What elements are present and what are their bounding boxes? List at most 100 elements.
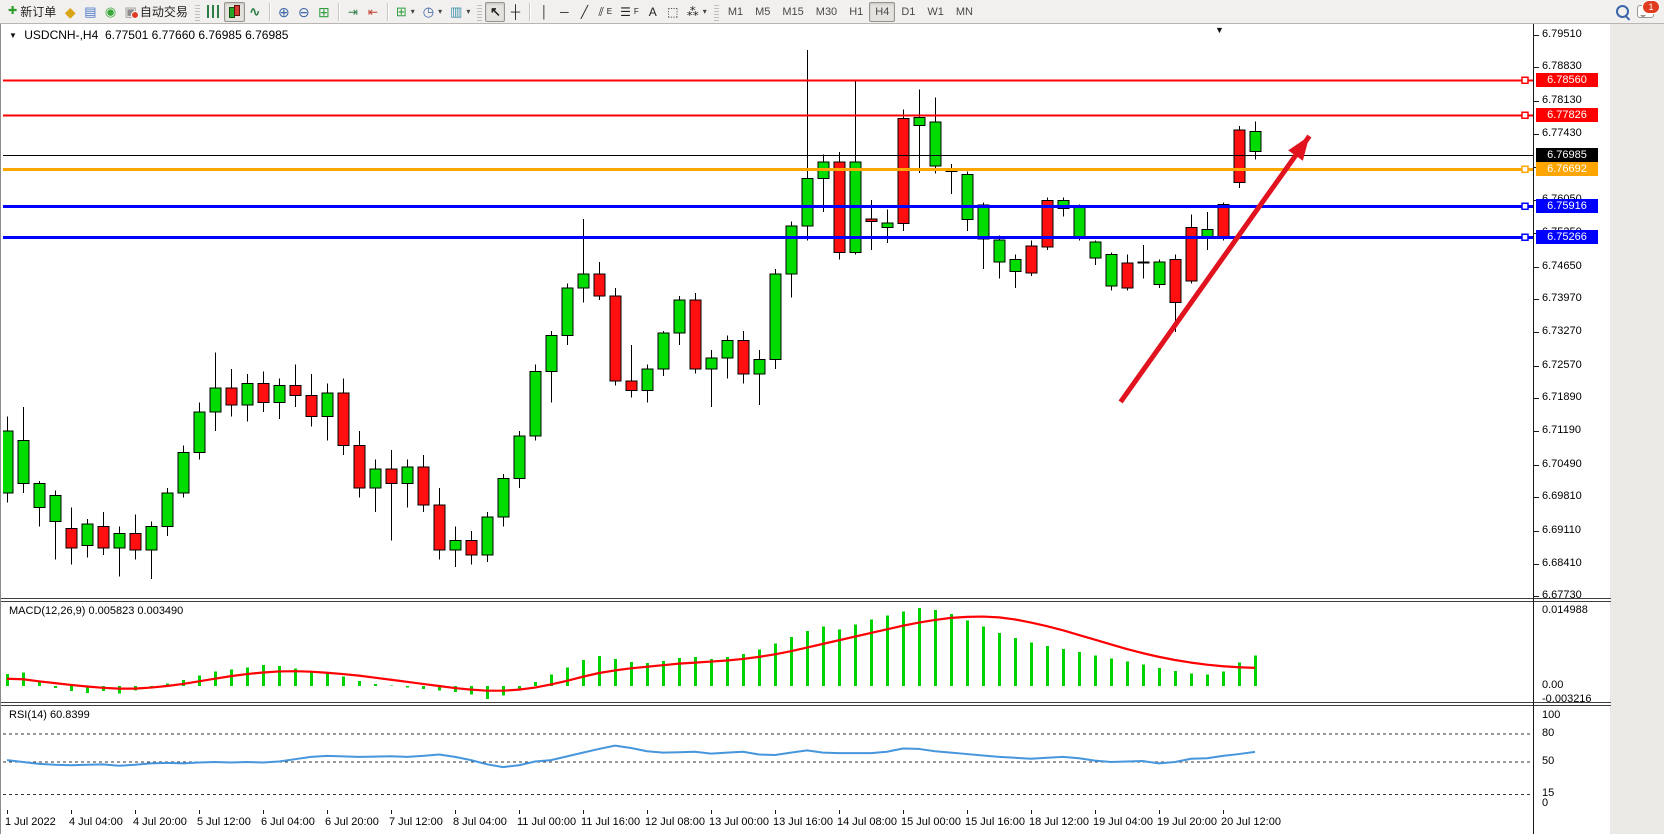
price-tick-label: 6.69810 — [1542, 490, 1582, 503]
vertical-line-button[interactable]: │ — [534, 2, 554, 22]
time-tick-label: 19 Jul 20:00 — [1157, 816, 1217, 828]
autotrading-button[interactable]: ▣ 自动交易 — [121, 2, 192, 22]
bull-candle — [961, 174, 974, 220]
line-end-marker — [1521, 111, 1529, 120]
channel-button[interactable]: ⫽ E — [598, 4, 613, 19]
time-tick-label: 1 Jul 2022 — [5, 816, 56, 828]
timeframe-D1[interactable]: D1 — [901, 5, 916, 18]
fibonacci-button[interactable]: ☰ F — [620, 4, 639, 19]
bull-candle — [273, 385, 286, 403]
cursor-button[interactable]: ↖ — [485, 1, 506, 22]
bear-candle — [417, 466, 430, 506]
price-level-badge: 6.76692 — [1536, 162, 1598, 177]
signals-button[interactable]: ◉ — [101, 2, 121, 22]
macd-scale-label: 0.014988 — [1542, 604, 1588, 616]
bull-candle — [769, 273, 782, 361]
price-tick-mark — [1534, 497, 1539, 499]
rsi-panel[interactable] — [3, 706, 1533, 810]
price-tick-mark — [1534, 332, 1539, 334]
search-icon[interactable] — [1616, 5, 1629, 18]
price-tick-mark — [1534, 431, 1539, 433]
timeframe-H4[interactable]: H4 — [869, 1, 896, 22]
period-button[interactable]: ◷ ▾ — [419, 2, 446, 22]
bar-chart-icon — [206, 5, 220, 18]
zoom-in-button[interactable]: ⊕ — [274, 2, 294, 22]
bull-candle — [913, 116, 926, 127]
chart-window-button[interactable]: ▤ — [80, 2, 100, 22]
timeframe-M15[interactable]: M15 — [782, 5, 804, 18]
zoom-out-button[interactable]: ⊖ — [294, 2, 314, 22]
price-level-badge: 6.76985 — [1536, 148, 1598, 163]
new-order-button[interactable]: ✚ 新订单 — [4, 2, 60, 22]
timeframe-M5[interactable]: M5 — [755, 5, 771, 18]
bull-candle — [81, 523, 94, 546]
bear-candle — [737, 339, 750, 375]
time-tick-mark — [1223, 810, 1224, 814]
chart-shift-marker-icon[interactable]: ▼ — [1215, 25, 1224, 35]
price-tick-label: 6.77430 — [1542, 127, 1582, 140]
price-axis[interactable]: 6.795106.788306.781306.774306.767506.760… — [1533, 24, 1612, 834]
time-tick-mark — [967, 810, 968, 814]
price-tick-label: 6.71190 — [1542, 424, 1581, 437]
candlestick-chart-button[interactable] — [223, 1, 245, 22]
arrows-button[interactable]: ⁂ ▾ — [683, 2, 711, 22]
line-chart-button[interactable]: ∿ — [245, 2, 265, 22]
time-tick-label: 20 Jul 12:00 — [1221, 816, 1281, 828]
chat-icon[interactable]: 1 — [1637, 0, 1660, 18]
crosshair-icon: ┼ — [510, 4, 521, 19]
trendline-button[interactable]: ╱ — [574, 2, 594, 22]
price-chart[interactable] — [3, 24, 1533, 598]
vertical-line-icon: │ — [540, 4, 549, 19]
new-chart-button[interactable]: ⊞ ▾ — [392, 2, 419, 22]
bull-candle — [929, 121, 942, 167]
price-tick-label: 6.78130 — [1542, 93, 1582, 106]
macd-panel[interactable] — [3, 602, 1533, 702]
auto-scroll-button[interactable]: ⇥ — [343, 2, 363, 22]
timeframe-W1[interactable]: W1 — [927, 5, 944, 18]
bull-candle — [705, 357, 718, 370]
text-label-button[interactable]: ⬚ — [663, 2, 683, 22]
time-tick-mark — [263, 810, 264, 814]
price-tick-label: 6.69110 — [1542, 523, 1581, 536]
chart-shift-button[interactable]: ⇤ — [363, 2, 383, 22]
price-tick-mark — [1534, 365, 1539, 367]
panel-divider[interactable] — [1, 598, 1611, 602]
timeframe-M1[interactable]: M1 — [727, 5, 744, 18]
toolbar-right: 1 — [1616, 0, 1660, 18]
bull-candle — [561, 287, 574, 337]
gold-button[interactable]: ◆ — [60, 2, 80, 22]
macd-scale-label: 0.00 — [1542, 679, 1564, 691]
time-tick-mark — [1095, 810, 1096, 814]
bear-candle — [65, 528, 78, 549]
time-tick-label: 11 Jul 00:00 — [517, 816, 577, 828]
new-chart-icon: ⊞ — [395, 4, 407, 19]
bar-chart-button[interactable] — [203, 2, 224, 22]
horizontal-line-button[interactable]: ─ — [554, 2, 574, 22]
indicators-button[interactable]: ▥ ▾ — [446, 2, 474, 22]
timeframe-H1[interactable]: H1 — [849, 5, 864, 18]
bear-candle — [609, 295, 622, 382]
time-tick-mark — [711, 810, 712, 814]
arrows-icon: ⁂ — [686, 4, 699, 19]
bear-candle — [593, 273, 606, 297]
zoom-out-icon: ⊖ — [297, 3, 310, 20]
time-axis[interactable]: 1 Jul 2022 4 Jul 04:00 4 Jul 20:00 5 Jul 12… — [3, 810, 1533, 834]
time-tick-mark — [135, 810, 136, 814]
bull-candle — [33, 482, 46, 508]
indicators-icon: ▥ — [450, 4, 463, 19]
text-button[interactable]: A — [643, 2, 663, 22]
bull-candle — [1073, 206, 1086, 238]
tile-windows-button[interactable]: ⊞ — [314, 2, 334, 22]
time-tick-label: 11 Jul 16:00 — [581, 816, 641, 828]
text-label-icon: ⬚ — [667, 4, 679, 19]
timeframe-M30[interactable]: M30 — [815, 5, 838, 18]
toolbar-separator — [529, 2, 531, 21]
period-clock-icon: ◷ — [422, 4, 435, 19]
price-level-badge: 6.77826 — [1536, 108, 1598, 123]
bull-candle — [241, 382, 254, 406]
new-order-icon: ✚ — [8, 5, 18, 17]
panel-divider[interactable] — [1, 702, 1611, 706]
crosshair-button[interactable]: ┼ — [505, 2, 525, 22]
timeframe-MN[interactable]: MN — [955, 5, 973, 18]
time-tick-mark — [7, 810, 8, 814]
